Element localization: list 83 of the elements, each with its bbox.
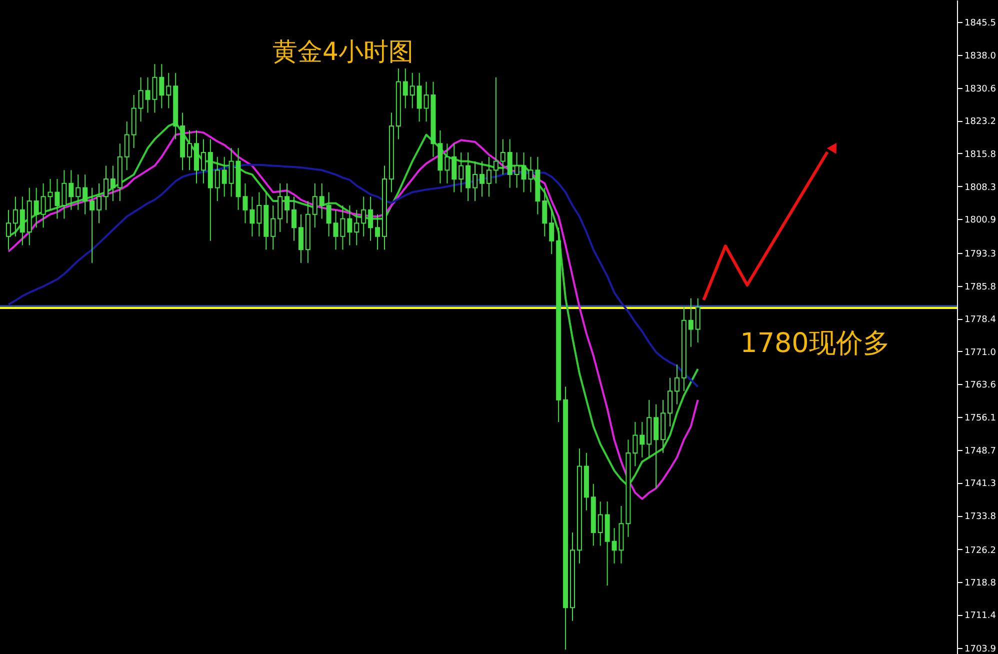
candlestick [20,196,25,246]
candlestick [284,182,290,224]
candlestick [479,160,484,198]
candlestick [152,64,158,114]
candlestick [416,72,422,122]
y-tick-label: 1741.3 [964,479,996,490]
candlestick [124,121,130,171]
candlestick [326,192,332,237]
candlestick [187,130,192,171]
candlestick [200,138,206,184]
y-tick-label: 1718.8 [964,578,996,588]
y-tick-label: 1778.4 [964,315,996,326]
candlestick [674,364,680,405]
candlestick [507,138,512,188]
y-tick-label: 1703.9 [964,644,996,654]
candlestick [493,76,498,184]
candlestick [500,138,506,176]
y-tick-label: 1785.8 [964,282,996,292]
candlestick [688,298,694,348]
y-tick-label: 1830.6 [964,84,996,94]
candlestick [549,209,554,255]
y-tick-label: 1763.6 [964,380,996,391]
candlestick [298,214,304,264]
candlestick [472,160,478,202]
text: 黄金4小时图 [272,37,414,66]
candlestick [6,209,11,250]
candlestick [458,152,464,193]
y-tick-label: 1771.0 [964,348,996,358]
candlestick [598,501,603,546]
candlestick [166,72,172,109]
candlestick [312,182,318,228]
candlestick [96,182,102,224]
y-tick-label: 1845.5 [964,18,996,29]
candlestick [402,68,408,109]
candlestick [62,170,67,220]
annotation: 1780现价多 [740,328,890,359]
candlestick [410,72,415,109]
candlestick [278,182,283,232]
candlestick [354,209,360,246]
y-tick-label: 1733.8 [964,512,996,522]
candlestick [347,204,352,246]
candlestick [159,64,164,109]
candlestick [695,298,700,343]
candlestick [110,165,116,202]
y-tick-label: 1711.4 [964,611,996,622]
candlestick [452,143,457,193]
candlestick [444,143,450,184]
y-tick-label: 1726.2 [964,546,996,556]
candlestick [542,187,548,237]
candlestick [256,192,262,237]
candlestick [222,156,227,198]
candlestick [632,422,638,467]
candlestick [514,152,520,188]
y-tick-label: 1800.9 [964,216,996,226]
candlestick [667,377,672,427]
candlestick [375,214,380,250]
candlestick [319,182,324,220]
candlestick [466,152,471,202]
candlestick [40,182,46,228]
candlestick [640,422,645,458]
candlestick [361,196,366,237]
y-tick-label: 1838.0 [964,52,996,62]
candlestick [486,156,492,198]
candlestick [103,165,108,210]
y-tick-label: 1815.8 [964,150,996,160]
y-tick-label: 1808.3 [964,182,996,193]
candlestick [90,187,95,264]
candlestick [34,187,39,228]
candlestick [291,196,296,242]
y-tick-label: 1823.2 [964,117,996,128]
candlestick [214,156,220,202]
candlestick [76,174,81,210]
y-tick-label: 1793.3 [964,249,996,260]
candlestick [654,404,659,489]
candlestick [250,196,255,237]
candlestick [368,196,374,242]
candlestick [270,204,276,250]
candlestick [228,148,234,198]
candlestick [68,170,74,210]
y-tick-label: 1748.7 [964,446,996,456]
candlestick [12,196,18,237]
candlestick [82,174,88,215]
y-tick-label: 1756.1 [964,414,996,424]
